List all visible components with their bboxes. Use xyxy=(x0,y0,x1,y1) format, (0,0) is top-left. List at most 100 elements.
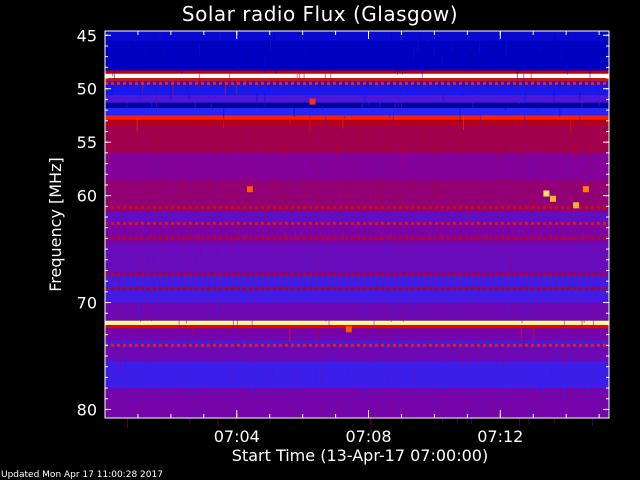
texture-streak xyxy=(224,80,226,95)
texture-streak xyxy=(437,334,439,346)
texture-streak xyxy=(303,253,305,263)
texture-streak xyxy=(370,375,372,388)
frequency-band xyxy=(105,324,609,329)
texture-streak xyxy=(351,247,353,262)
texture-streak xyxy=(565,356,566,359)
texture-streak xyxy=(161,369,163,375)
texture-streak xyxy=(420,403,422,408)
texture-streak xyxy=(186,81,188,96)
texture-streak xyxy=(550,174,552,179)
texture-streak xyxy=(330,201,332,215)
texture-streak xyxy=(188,411,190,420)
texture-streak xyxy=(183,172,185,186)
texture-streak xyxy=(326,172,327,182)
texture-streak xyxy=(361,314,363,318)
texture-streak xyxy=(341,168,342,173)
texture-streak xyxy=(335,317,337,321)
texture-streak xyxy=(438,273,440,278)
texture-streak xyxy=(455,295,457,300)
texture-streak xyxy=(165,365,167,379)
frequency-band xyxy=(105,222,609,245)
texture-streak xyxy=(507,301,509,317)
texture-streak xyxy=(136,157,138,172)
texture-streak xyxy=(500,168,502,179)
texture-streak xyxy=(549,33,551,50)
x-tick-label: 07:04 xyxy=(214,427,260,446)
texture-streak xyxy=(361,378,363,391)
texture-streak xyxy=(165,354,167,359)
texture-streak xyxy=(298,73,300,82)
texture-streak xyxy=(200,243,202,255)
texture-streak xyxy=(331,399,333,407)
texture-streak xyxy=(388,290,390,293)
texture-streak xyxy=(501,51,503,58)
texture-streak xyxy=(292,218,294,221)
texture-streak xyxy=(217,414,219,427)
texture-streak xyxy=(185,401,187,417)
texture-streak xyxy=(390,394,392,409)
texture-streak xyxy=(248,397,250,400)
texture-streak xyxy=(211,189,213,205)
texture-streak xyxy=(434,230,436,237)
texture-streak xyxy=(372,357,374,364)
texture-streak xyxy=(277,382,279,395)
texture-streak xyxy=(314,297,316,306)
texture-streak xyxy=(424,200,425,203)
texture-streak xyxy=(121,389,123,397)
texture-streak xyxy=(400,193,402,200)
texture-streak xyxy=(367,94,369,106)
texture-streak xyxy=(234,348,236,357)
texture-streak xyxy=(226,142,228,153)
texture-streak xyxy=(232,368,234,377)
texture-streak xyxy=(511,362,513,373)
texture-streak xyxy=(538,86,540,90)
texture-streak xyxy=(507,178,509,181)
texture-streak xyxy=(159,48,161,58)
texture-streak xyxy=(581,99,583,115)
texture-streak xyxy=(207,289,209,304)
texture-streak xyxy=(379,100,381,106)
texture-streak xyxy=(273,180,275,191)
texture-streak xyxy=(368,286,370,302)
texture-streak xyxy=(121,307,123,319)
texture-streak xyxy=(179,130,181,142)
dashed-emission-lines xyxy=(105,81,609,347)
texture-streak xyxy=(123,381,125,391)
texture-streak xyxy=(159,278,160,292)
texture-streak xyxy=(379,44,380,54)
texture-streak xyxy=(592,234,594,250)
texture-streak xyxy=(255,331,257,335)
texture-streak xyxy=(524,114,526,128)
texture-streak xyxy=(445,336,447,341)
texture-streak xyxy=(571,200,573,217)
burst-markers xyxy=(246,98,589,333)
texture-streak xyxy=(185,316,187,324)
texture-streak xyxy=(188,91,190,99)
texture-streak xyxy=(264,210,266,222)
texture-streak xyxy=(516,65,518,79)
texture-streak xyxy=(312,162,314,169)
texture-streak xyxy=(157,288,159,293)
texture-streak xyxy=(165,241,166,250)
texture-streak xyxy=(397,97,399,114)
texture-streak xyxy=(118,264,120,275)
texture-streak xyxy=(580,60,582,65)
texture-streak xyxy=(524,93,526,104)
texture-streak xyxy=(554,363,556,378)
texture-streak xyxy=(204,122,206,136)
texture-streak xyxy=(251,387,253,399)
texture-streak xyxy=(540,47,542,52)
texture-streak xyxy=(327,269,329,273)
texture-streak xyxy=(534,251,536,260)
texture-streak xyxy=(392,81,394,89)
frequency-band xyxy=(105,31,609,42)
texture-streak xyxy=(150,291,152,297)
texture-streak xyxy=(405,306,407,316)
texture-streak xyxy=(228,164,230,174)
texture-streak xyxy=(414,301,416,312)
texture-streak xyxy=(368,393,369,399)
texture-streak xyxy=(132,303,133,312)
frequency-band xyxy=(105,211,609,223)
texture-streak xyxy=(556,347,558,359)
texture-streak xyxy=(514,382,516,391)
